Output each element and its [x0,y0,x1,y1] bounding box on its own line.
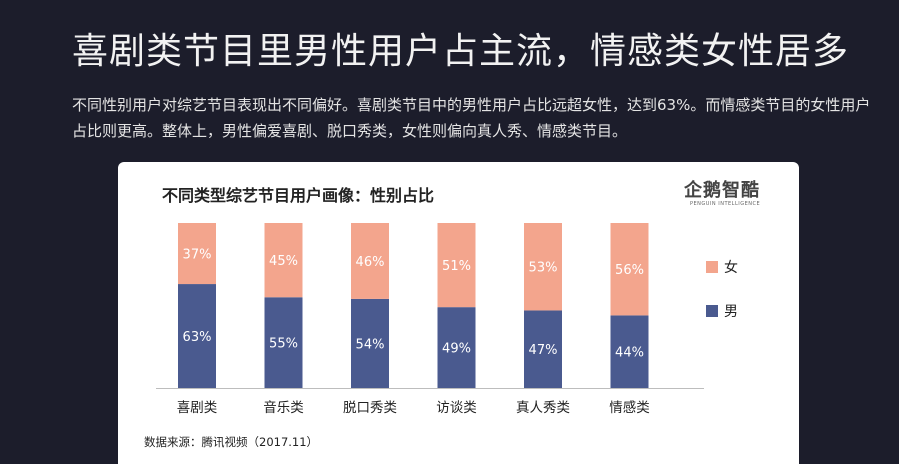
legend-label-male: 男 [724,304,738,320]
bar-male [264,297,303,388]
data-label-female: 53% [529,261,558,276]
bar-male [610,315,649,388]
category-label: 访谈类 [436,400,477,416]
data-label-male: 49% [442,342,471,357]
bar-male [437,307,476,388]
data-label-male: 63% [183,330,212,345]
data-label-female: 51% [442,259,471,274]
data-source: 数据来源：腾讯视频（2017.11） [144,435,319,449]
bar-female [351,223,389,299]
data-label-male: 44% [615,346,644,361]
data-label-female: 56% [615,263,644,278]
penguin-logo: 企鹅智酷 PENGUIN INTELLIGENCE [680,176,764,210]
legend-swatch-female [706,261,718,273]
category-label: 真人秀类 [516,400,570,416]
logo-text: 企鹅智酷 [684,180,760,201]
bar-male [351,298,389,388]
category-label: 音乐类 [263,399,304,416]
page-headline: 喜剧类节目里男性用户占主流，情感类女性居多 [72,31,850,72]
stacked-bar-chart: 63% 37% 喜剧类 55% 45% 音乐类 54% 46% 脱口秀类 49% 51% 访谈类 47%… [156,223,738,416]
bar-male [524,310,562,388]
bar-female [437,223,476,308]
logo-subtext: PENGUIN INTELLIGENCE [690,201,761,207]
legend-swatch-male [706,305,718,317]
page-description: 不同性别用户对综艺节目表现出不同偏好。喜剧类节目中的男性用户占比远超女性，达到6… [72,96,871,140]
category-label: 脱口秀类 [343,400,397,416]
data-label-male: 55% [269,337,298,352]
category-label: 情感类 [609,399,650,416]
data-label-female: 37% [183,248,212,263]
data-label-female: 45% [269,254,298,269]
bar-male [178,284,216,388]
data-label-male: 54% [356,337,385,352]
chart-title: 不同类型综艺节目用户画像：性别占比 [162,186,435,205]
bar-female [524,223,562,311]
chart-card: 不同类型综艺节目用户画像：性别占比 企鹅智酷 PENGUIN INTELLIGE… [118,162,799,464]
category-label: 喜剧类 [177,400,218,416]
data-label-male: 47% [529,343,558,358]
data-label-female: 46% [356,255,385,270]
bar-female [610,223,649,316]
bar-female [178,223,216,285]
bar-female [264,223,303,298]
legend-label-female: 女 [724,259,738,276]
